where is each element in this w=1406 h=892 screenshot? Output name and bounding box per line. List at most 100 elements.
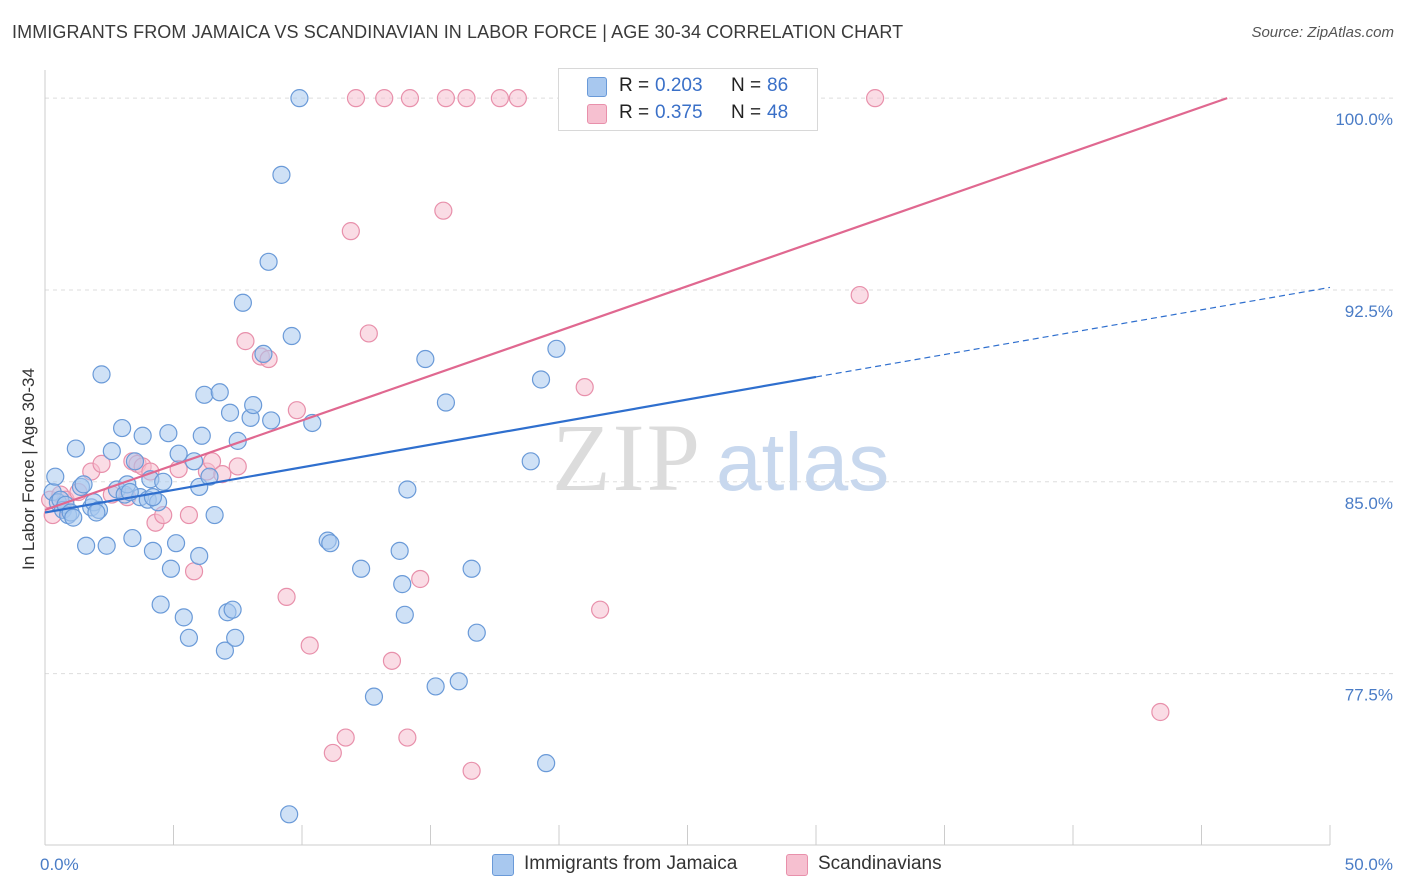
jamaica-point: [205, 505, 224, 525]
jamaica-point: [46, 467, 65, 486]
jamaica-point: [531, 370, 551, 389]
blue-swatch: [587, 77, 607, 97]
jamaica-trend-line: [44, 375, 817, 514]
jamaica-point: [280, 805, 299, 824]
y-tick-label: 85.0%: [1345, 494, 1393, 513]
y-tick-label: 92.5%: [1345, 302, 1393, 321]
jamaica-point: [161, 559, 181, 578]
jamaica-point: [321, 534, 340, 553]
scandinavians-point: [300, 636, 319, 655]
jamaica-point: [395, 605, 414, 624]
scandinavians-point: [179, 505, 199, 525]
grid: [45, 97, 1395, 675]
jamaica-point: [74, 475, 93, 494]
jamaica-point: [215, 641, 234, 660]
jamaica-point: [190, 546, 209, 566]
pink-swatch: [587, 104, 607, 124]
jamaica-point: [97, 536, 116, 555]
jamaica-point: [166, 534, 186, 553]
scandinavians-point: [375, 89, 394, 108]
r-value: 0.203: [655, 75, 703, 96]
jamaica-point: [179, 628, 199, 647]
scandinavians-point: [575, 378, 594, 397]
jamaica-point: [547, 339, 566, 358]
jamaica-point: [426, 677, 445, 696]
scandinavians-point: [866, 89, 885, 108]
jamaica-point: [390, 541, 409, 560]
scandinavians-point: [434, 201, 453, 220]
jamaica-point: [195, 385, 214, 404]
scandinavians-point: [346, 89, 366, 108]
r-label: R =: [619, 102, 650, 123]
jamaica-point: [393, 575, 412, 594]
source-label: Source: ZipAtlas.com: [1251, 24, 1394, 41]
legend-label: Scandinavians: [818, 853, 942, 874]
blue-swatch: [492, 854, 514, 876]
legend-row-jamaica: R = 0.203 N = 86: [559, 73, 817, 99]
scandinavians-point: [336, 728, 355, 747]
jamaica-point: [133, 426, 152, 445]
jamaica-point: [233, 293, 252, 312]
series-legend: Immigrants from Jamaica Scandinavians: [0, 852, 1406, 878]
scandinavians-point: [508, 89, 527, 108]
scandinavians-point: [457, 89, 476, 108]
jamaica-point: [226, 628, 245, 647]
jamaica-point: [169, 444, 188, 463]
jamaica-trend-extension: [815, 286, 1331, 378]
scandinavians-point: [228, 457, 247, 476]
jamaica-point: [210, 383, 229, 402]
legend-label: Immigrants from Jamaica: [524, 853, 738, 874]
correlation-legend: R = 0.203 N = 86 R = 0.375 N = 48: [558, 68, 818, 131]
x-tick-label: 50.0%: [1345, 855, 1393, 874]
jamaica-point: [537, 754, 556, 773]
jamaica-point: [159, 424, 178, 443]
r-label: R =: [619, 75, 650, 96]
scandinavians-trend-line: [44, 97, 1228, 511]
jamaica-point: [436, 393, 456, 412]
watermark-zip: ZIP: [552, 404, 702, 511]
jamaica-point: [112, 418, 132, 438]
jamaica-points: [43, 89, 633, 824]
trend-lines: [44, 97, 1331, 514]
watermark-atlas: atlas: [716, 417, 889, 508]
x-tick-label: 0.0%: [40, 855, 79, 874]
n-label: N =: [731, 102, 762, 123]
jamaica-point: [87, 503, 106, 522]
scandinavians-point: [92, 454, 111, 473]
jamaica-point: [254, 344, 273, 364]
legend-row-scandinavians: R = 0.375 N = 48: [559, 100, 817, 126]
jamaica-point: [123, 528, 142, 548]
jamaica-point: [467, 623, 486, 642]
scandinavians-point: [382, 651, 402, 670]
jamaica-point: [282, 326, 301, 346]
axes: [44, 70, 1331, 846]
jamaica-point: [64, 508, 83, 527]
jamaica-point: [92, 365, 111, 384]
jamaica-point: [77, 536, 96, 555]
scandinavians-point: [400, 89, 420, 108]
scandinavians-point: [436, 89, 456, 108]
jamaica-point: [192, 426, 211, 445]
pink-swatch: [786, 854, 808, 876]
jamaica-point: [462, 559, 481, 578]
jamaica-point: [102, 442, 121, 461]
watermark: ZIP atlas: [552, 404, 889, 511]
jamaica-point: [220, 403, 240, 422]
jamaica-point: [223, 600, 242, 619]
jamaica-point: [398, 480, 417, 499]
jamaica-point: [262, 411, 281, 430]
jamaica-point: [364, 687, 384, 706]
scandinavians-point: [323, 743, 342, 763]
r-value: 0.375: [655, 102, 703, 123]
scandinavians-point: [236, 332, 255, 351]
jamaica-point: [259, 252, 278, 271]
jamaica-point: [521, 452, 540, 471]
scandinavians-point: [287, 401, 306, 420]
jamaica-point: [416, 349, 435, 369]
jamaica-point: [174, 608, 193, 627]
scandinavians-point: [462, 761, 481, 780]
scandinavians-point: [850, 285, 869, 305]
jamaica-point: [352, 559, 371, 578]
jamaica-point: [143, 488, 163, 507]
y-tick-label: 77.5%: [1345, 686, 1393, 705]
